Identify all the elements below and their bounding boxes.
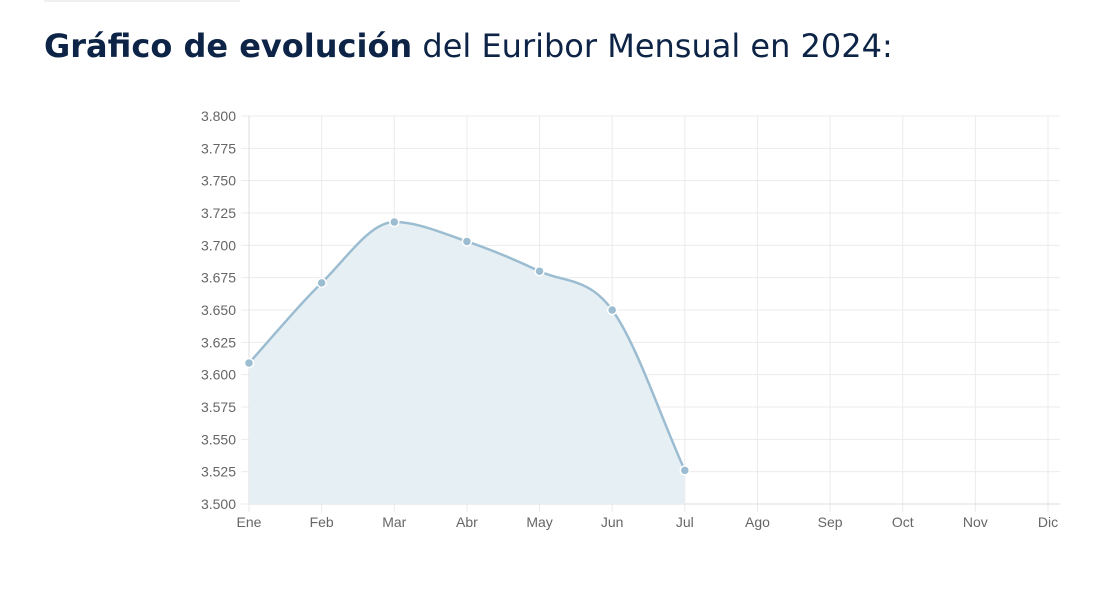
y-tick-label: 3.800 [201,108,236,124]
x-tick-label: Jul [676,514,694,530]
x-tick-label: Mar [382,514,406,530]
data-point[interactable] [316,277,327,289]
x-tick-label: Ene [237,514,262,530]
data-point[interactable] [534,265,545,277]
x-tick-label: May [526,514,552,530]
data-point[interactable] [679,465,691,476]
chart-area-layer [248,220,686,504]
y-tick-label: 3.500 [201,496,236,512]
x-tick-label: Nov [963,514,988,530]
x-tick-label: Abr [456,514,478,530]
data-point[interactable] [389,216,400,228]
y-tick-label: 3.700 [201,237,236,253]
y-tick-label: 3.675 [201,270,236,286]
y-axis-labels: 3.800 3.775 3.750 3.725 3.700 3.675 3.650 3.625… [201,108,236,512]
x-tick-label: Dic [1038,514,1058,530]
page-title: Gráfico de evolución del Euribor Mensual… [44,24,893,68]
data-point[interactable] [461,236,473,247]
series-area-fill [249,222,685,504]
x-tick-label: Jun [601,514,624,530]
page-title-bold: Gráfico de evolución [44,27,413,65]
y-tick-label: 3.575 [201,399,236,415]
y-tick-label: 3.625 [201,334,236,350]
x-tick-label: Sep [818,514,843,530]
y-tick-label: 3.550 [201,431,236,447]
chart-points-layer [243,216,691,476]
x-tick-label: Oct [892,514,914,530]
y-tick-label: 3.650 [201,302,236,318]
x-axis-labels: Ene Feb Mar Abr May Jun Jul Ago Sep Oct Nov Dic [237,514,1059,530]
data-point[interactable] [606,304,618,316]
y-tick-label: 3.725 [201,205,236,221]
x-tick-label: Feb [310,514,334,530]
y-tick-label: 3.525 [201,464,236,480]
y-tick-label: 3.600 [201,367,236,383]
page-title-rest: del Euribor Mensual en 2024: [412,27,893,65]
data-point[interactable] [243,357,255,369]
x-tick-label: Ago [745,514,770,530]
top-divider [44,0,240,2]
y-tick-label: 3.750 [201,173,236,189]
y-tick-label: 3.775 [201,140,236,156]
